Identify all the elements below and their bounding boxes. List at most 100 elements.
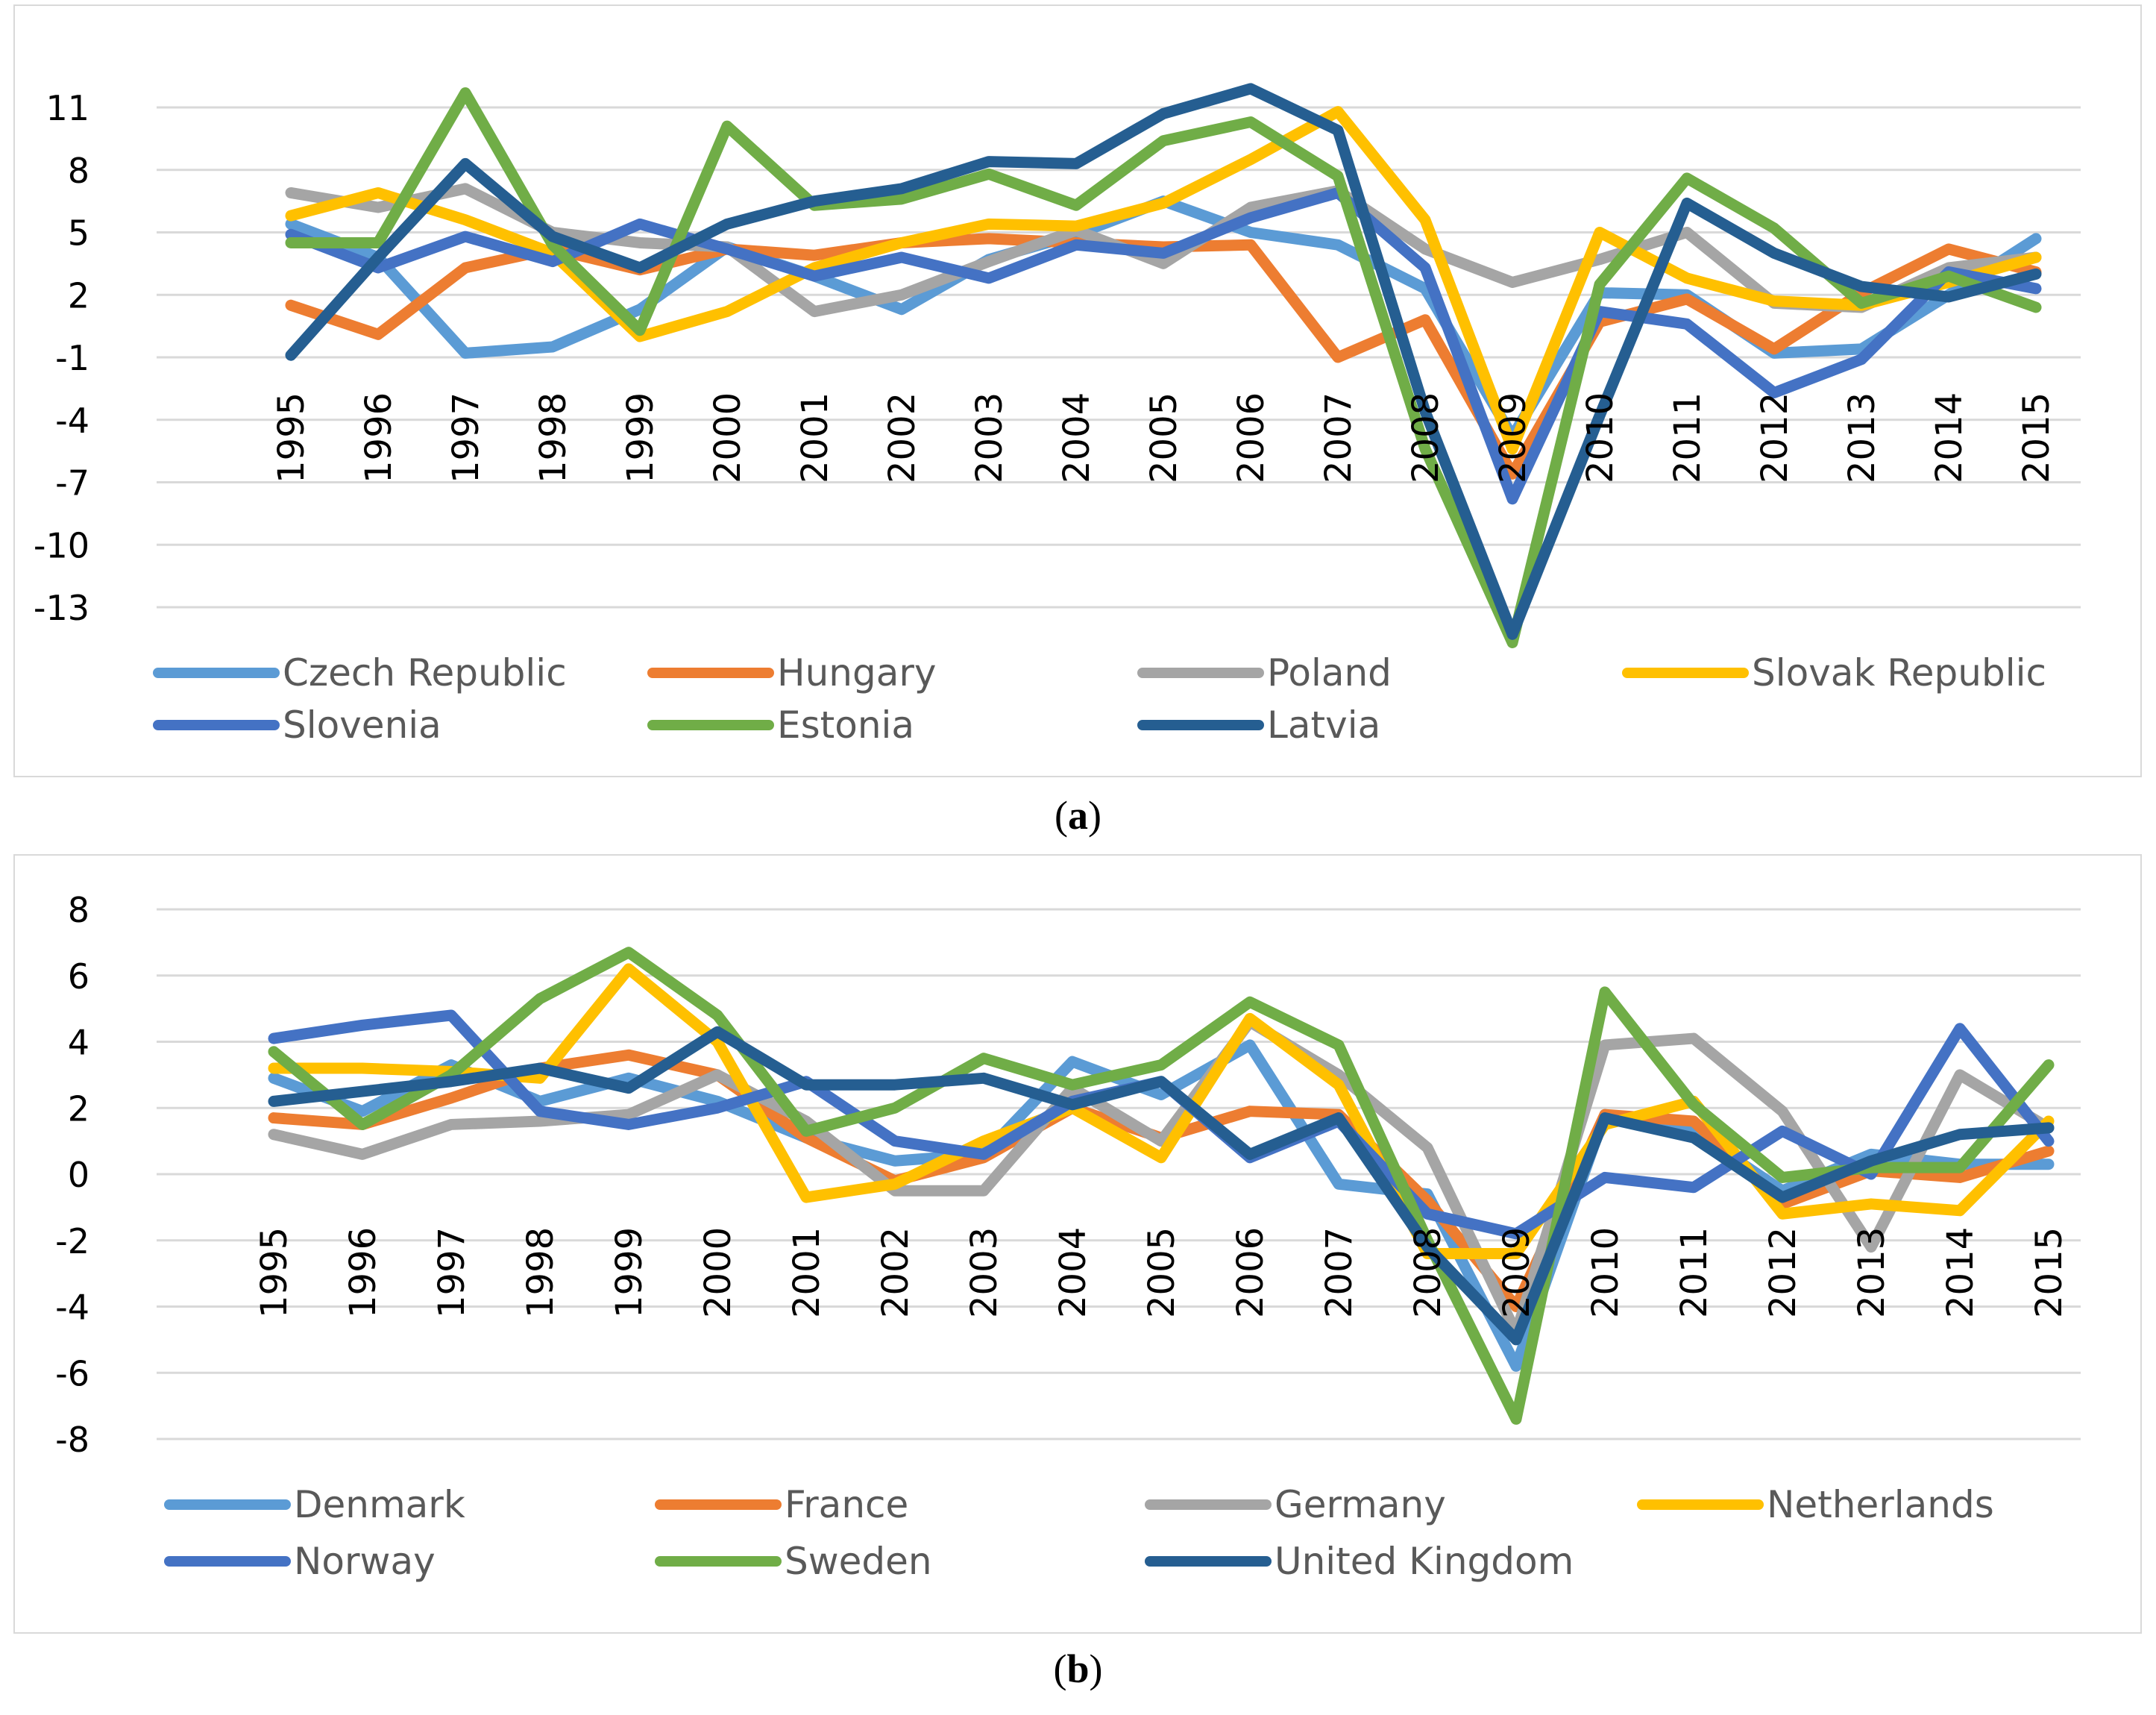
y-tick-label: -1 — [55, 338, 89, 378]
legend-item-latvia: Latvia — [1137, 703, 1381, 747]
x-tick-label: 2013 — [1841, 392, 1883, 483]
legend-label: Netherlands — [1767, 1483, 1994, 1526]
y-tick-label: -8 — [55, 1420, 89, 1460]
legend-swatch — [647, 720, 774, 730]
x-tick-label: 2014 — [1929, 392, 1970, 483]
y-tick-label: 0 — [68, 1155, 89, 1195]
legend-swatch — [1137, 668, 1264, 678]
legend-label: France — [785, 1483, 909, 1526]
x-tick-label: 2008 — [1407, 1227, 1449, 1318]
caption-b: (b) — [1053, 1646, 1103, 1691]
legend-label: Norway — [294, 1540, 436, 1583]
chart-panel-a: 11 8 5 2 -1 -4 -7 -10 -13 1995 1996 1997 1998 1999 200… — [13, 4, 2142, 777]
legend-swatch — [655, 1556, 782, 1567]
x-tick-label: 2006 — [1231, 392, 1272, 483]
legend-item-slovak-republic: Slovak Republic — [1622, 651, 2046, 695]
x-tick-label: 2006 — [1230, 1227, 1272, 1318]
x-tick-label: 2011 — [1667, 392, 1709, 483]
x-tick-label: 2010 — [1580, 392, 1621, 483]
x-tick-label: 2012 — [1754, 392, 1796, 483]
x-tick-label: 2007 — [1319, 1227, 1360, 1318]
series-line-sweden — [268, 947, 2055, 1425]
y-tick-label: 8 — [68, 890, 89, 930]
x-tick-label: 2004 — [1056, 392, 1098, 483]
legend-item-sweden: Sweden — [655, 1540, 932, 1583]
legend-item-norway: Norway — [164, 1540, 436, 1583]
x-tick-label: 2010 — [1585, 1227, 1627, 1318]
legend-item-france: France — [655, 1483, 909, 1526]
legend-swatch — [1622, 668, 1749, 678]
x-tick-label: 2007 — [1318, 392, 1360, 483]
x-tick-label: 1999 — [609, 1227, 650, 1318]
legend-swatch — [1145, 1556, 1272, 1567]
x-tick-label: 1996 — [358, 392, 400, 483]
x-tick-label: 2000 — [707, 392, 749, 483]
x-tick-label: 2003 — [964, 1227, 1005, 1318]
legend-item-netherlands: Netherlands — [1637, 1483, 1994, 1526]
legend-label: Hungary — [777, 651, 937, 695]
y-tick-label: 8 — [68, 151, 89, 191]
y-tick-label: -7 — [55, 463, 89, 504]
legend-label: Sweden — [785, 1540, 932, 1583]
series-line-estonia — [285, 87, 2042, 648]
caption-letter-b: b — [1066, 1646, 1090, 1691]
y-tick-label: 5 — [68, 213, 89, 254]
x-tick-label: 1999 — [620, 392, 661, 483]
series-line-united-kingdom — [268, 1026, 2055, 1346]
y-tick-label: -13 — [34, 588, 89, 628]
legend-item-denmark: Denmark — [164, 1483, 465, 1526]
x-tick-label: 2011 — [1673, 1227, 1715, 1318]
x-tick-label: 2004 — [1052, 1227, 1094, 1318]
x-tick-label: 2015 — [2028, 1227, 2070, 1318]
legend-label: Denmark — [294, 1483, 465, 1526]
legend-swatch — [164, 1556, 291, 1567]
legend-label: Latvia — [1267, 703, 1381, 747]
x-tick-label: 2002 — [875, 1227, 917, 1318]
legend-item-germany: Germany — [1145, 1483, 1446, 1526]
legend-item-slovenia: Slovenia — [153, 703, 441, 747]
legend-label: Germany — [1275, 1483, 1446, 1526]
y-tick-label: -6 — [55, 1353, 89, 1393]
series-line-poland — [285, 183, 2042, 318]
y-tick-label: -10 — [34, 525, 89, 565]
x-tick-label: 2000 — [697, 1227, 739, 1318]
x-tick-label: 2009 — [1496, 1227, 1538, 1318]
legend-item-united-kingdom: United Kingdom — [1145, 1540, 1574, 1583]
x-tick-label: 2002 — [881, 392, 923, 483]
legend-swatch — [1637, 1499, 1764, 1510]
x-tick-label: 2005 — [1143, 392, 1185, 483]
legend-item-hungary: Hungary — [647, 651, 937, 695]
legend-swatch — [647, 668, 774, 678]
y-tick-label: 11 — [45, 88, 89, 128]
line-chart-b: 8 6 4 2 0 -2 -4 -6 -8 1995 1996 1997 1998 1999 2000 200… — [55, 890, 2081, 1460]
line-chart-a: 11 8 5 2 -1 -4 -7 -10 -13 1995 1996 1997 1998 1999 200… — [34, 83, 2081, 648]
y-tick-label: -4 — [55, 401, 89, 441]
legend-label: Slovenia — [283, 703, 441, 747]
legend-swatch — [1145, 1499, 1272, 1510]
y-tick-label: 2 — [68, 1088, 89, 1129]
legend-label: Slovak Republic — [1752, 651, 2046, 695]
legend-swatch — [164, 1499, 291, 1510]
legend-swatch — [153, 668, 280, 678]
legend-swatch — [655, 1499, 782, 1510]
x-tick-label: 2003 — [969, 392, 1011, 483]
x-tick-label: 2008 — [1405, 392, 1447, 483]
legend-label: United Kingdom — [1275, 1540, 1574, 1583]
legend-swatch — [1137, 720, 1264, 730]
x-tick-label: 1996 — [342, 1227, 384, 1318]
y-tick-label: 6 — [68, 956, 89, 997]
x-tick-label: 2014 — [1940, 1227, 1981, 1318]
x-tick-label: 2012 — [1762, 1227, 1804, 1318]
series-line-hungary — [285, 233, 2042, 480]
x-tick-label: 1995 — [271, 392, 312, 483]
series-line-latvia — [285, 83, 2042, 640]
y-tick-label: -2 — [55, 1221, 89, 1261]
legend-label: Poland — [1267, 651, 1392, 695]
legend-item-czech-republic: Czech Republic — [153, 651, 567, 695]
x-tick-label: 2005 — [1141, 1227, 1183, 1318]
y-tick-label: 2 — [68, 275, 89, 316]
chart-panel-b: 8 6 4 2 0 -2 -4 -6 -8 1995 1996 1997 1998 1999 2000 200… — [13, 854, 2142, 1634]
x-tick-label: 1997 — [445, 392, 487, 483]
x-tick-label: 1998 — [532, 392, 574, 483]
y-tick-label: -4 — [55, 1288, 89, 1328]
